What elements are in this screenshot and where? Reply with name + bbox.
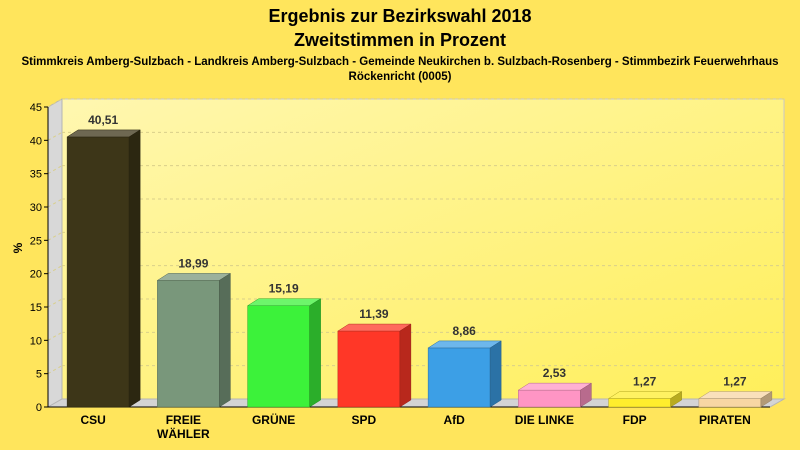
gridline-side <box>47 165 63 175</box>
bar-top <box>427 340 502 349</box>
bar-side <box>760 391 773 408</box>
gridline-side <box>47 131 63 141</box>
bar-side <box>580 382 592 408</box>
gridline-side <box>47 265 63 275</box>
gridline-side <box>47 231 63 241</box>
bar-top <box>156 273 232 281</box>
bar-top <box>246 298 322 306</box>
y-tick-label: 35 <box>30 169 42 181</box>
x-tick-label: PIRATEN <box>699 413 751 427</box>
data-label: 11,39 <box>359 307 389 321</box>
x-tick-label: AfD <box>443 413 465 427</box>
y-tick-label: 30 <box>30 202 42 214</box>
bar-side <box>128 129 141 408</box>
bar-side <box>489 340 502 408</box>
bar <box>157 280 220 408</box>
bar <box>66 136 130 408</box>
bar <box>427 347 491 408</box>
x-tick-label: FDP <box>623 413 647 427</box>
bar-side <box>309 298 321 408</box>
y-tick-label: 45 <box>30 102 42 114</box>
y-tick-label: 20 <box>30 269 42 281</box>
y-tick-label: 10 <box>30 335 42 347</box>
data-label: 1,27 <box>633 375 657 389</box>
bar <box>247 305 310 408</box>
bar <box>337 330 401 408</box>
gridline-side <box>47 331 63 341</box>
bar-top <box>517 382 593 391</box>
bar-top <box>66 129 141 138</box>
y-tick-label: 25 <box>30 235 42 247</box>
x-tick-label: DIE LINKE <box>515 413 574 427</box>
data-label: 15,19 <box>269 282 299 296</box>
x-tick-label: CSU <box>80 413 105 427</box>
data-label: 40,51 <box>88 113 118 127</box>
bar <box>698 398 762 408</box>
chart-title: Ergebnis zur Bezirkswahl 2018 <box>268 6 531 26</box>
bar-top <box>698 391 773 399</box>
chart-subtitle-line1: Stimmkreis Amberg-Sulzbach - Landkreis A… <box>21 56 778 68</box>
bar-side <box>399 323 412 408</box>
y-tick-label: 5 <box>36 369 42 381</box>
x-tick-label: GRÜNE <box>252 412 295 427</box>
bar <box>518 389 581 408</box>
y-axis-label: % <box>11 242 25 253</box>
data-label: 18,99 <box>178 256 208 270</box>
chart-subtitle-line2: Röckenricht (0005) <box>349 71 452 83</box>
plot-side-wall <box>47 98 63 408</box>
y-tick-label: 15 <box>30 302 42 314</box>
chart-title-line2: Zweitstimmen in Prozent <box>294 30 506 50</box>
y-tick-label: 0 <box>36 402 42 414</box>
y-tick-label: 40 <box>30 135 42 147</box>
bar <box>608 398 671 408</box>
gridline-side <box>47 198 63 208</box>
gridline-side <box>47 98 63 108</box>
gridline-side <box>47 298 63 308</box>
bar-side <box>670 391 682 408</box>
bar-top <box>337 323 412 332</box>
data-label: 1,27 <box>723 375 747 389</box>
bar-side <box>219 272 231 408</box>
data-label: 2,53 <box>543 366 567 380</box>
data-label: 8,86 <box>452 324 476 338</box>
x-tick-label: SPD <box>352 413 377 427</box>
x-tick-label: FREIE WÄHLER <box>157 413 210 441</box>
bar-top <box>607 391 683 399</box>
gridline-side <box>47 365 63 375</box>
